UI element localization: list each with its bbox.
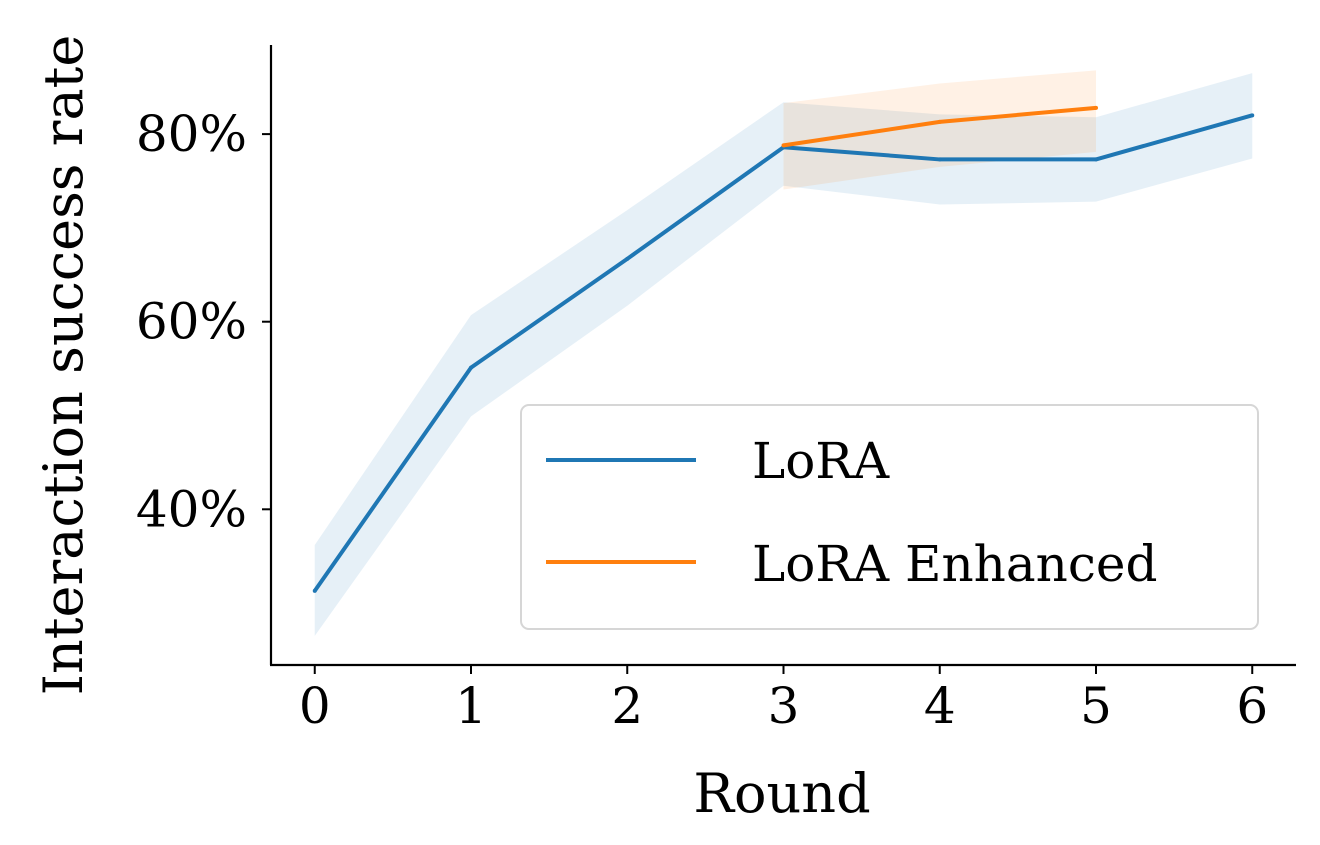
band-lora-enhanced: [783, 70, 1096, 190]
x-axis-label: Round: [693, 762, 870, 825]
point-lora-4: [937, 157, 942, 162]
y-tick-label-40%: 40%: [136, 480, 247, 538]
x-tick-label-5: 5: [1080, 677, 1112, 735]
x-tick-label-2: 2: [611, 677, 643, 735]
x-tick-label-1: 1: [455, 677, 487, 735]
x-ticks: 0 1 2 3 4 5 6: [299, 665, 1268, 735]
confidence-bands: [314, 70, 1253, 636]
x-tick-label-4: 4: [924, 677, 956, 735]
y-ticks: 40% 60% 80%: [136, 105, 271, 538]
x-tick-label-6: 6: [1236, 677, 1268, 735]
series-lines: [312, 105, 1255, 593]
x-tick-label-3: 3: [768, 677, 800, 735]
point-lora-6: [1250, 113, 1255, 118]
y-tick-label-80%: 80%: [136, 105, 247, 163]
legend: LoRA LoRA Enhanced: [520, 404, 1259, 630]
point-lora-enhanced-3: [781, 143, 786, 148]
point-lora-5: [1094, 157, 1098, 162]
legend-label-lora: LoRA: [752, 432, 890, 490]
point-lora-1: [469, 365, 473, 370]
point-lora-0: [312, 588, 317, 593]
y-axis-label: Interaction success rate: [32, 35, 95, 696]
band-lora: [314, 73, 1253, 636]
x-tick-label-0: 0: [299, 677, 331, 735]
legend-label-lora-enhanced: LoRA Enhanced: [752, 535, 1157, 593]
point-lora-enhanced-5: [1094, 105, 1098, 110]
legend-box: [520, 404, 1259, 630]
point-lora-enhanced-4: [937, 119, 942, 124]
y-tick-label-60%: 60%: [136, 293, 247, 351]
point-lora-2: [625, 256, 630, 261]
